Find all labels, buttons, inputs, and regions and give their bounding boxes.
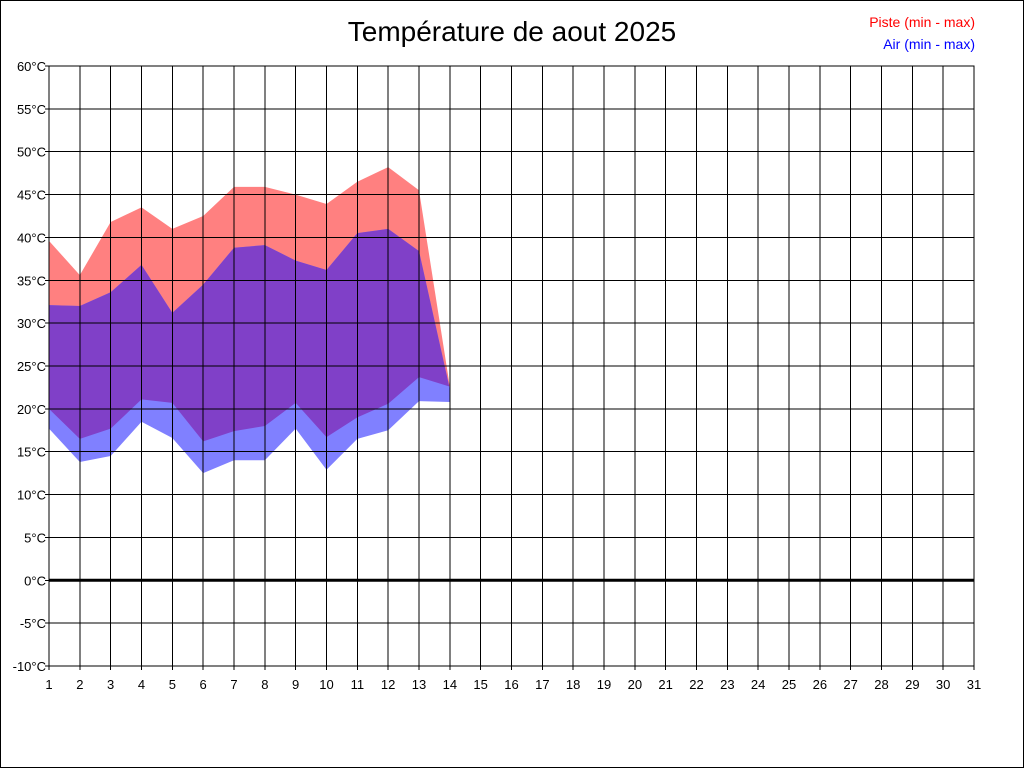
legend-entry-piste: Piste (min - max) (869, 14, 975, 30)
y-tick-label: 0°C (24, 573, 46, 588)
x-tick-label: 13 (412, 677, 426, 692)
x-tick-label: 11 (351, 677, 365, 692)
y-tick-label: 15°C (17, 445, 46, 460)
x-tick-label: 27 (843, 677, 857, 692)
x-tick-label: 22 (689, 677, 703, 692)
x-tick-label: 4 (138, 677, 145, 692)
x-tick-label: 7 (230, 677, 237, 692)
x-tick-label: 31 (967, 677, 981, 692)
x-tick-label: 2 (76, 677, 83, 692)
x-tick-label: 17 (535, 677, 549, 692)
y-tick-label: 30°C (17, 316, 46, 331)
x-tick-label: 30 (936, 677, 950, 692)
x-tick-label: 9 (292, 677, 299, 692)
y-tick-label: -5°C (20, 616, 46, 631)
x-tick-label: 19 (597, 677, 611, 692)
y-tick-label: 55°C (17, 102, 46, 117)
x-tick-label: 26 (813, 677, 827, 692)
x-tick-label: 25 (782, 677, 796, 692)
y-tick-label: 60°C (17, 59, 46, 74)
x-tick-label: 20 (628, 677, 642, 692)
x-tick-label: 15 (473, 677, 487, 692)
chart-title: Température de aout 2025 (347, 16, 677, 47)
y-tick-label: 35°C (17, 273, 46, 288)
y-tick-label: -10°C (13, 659, 46, 674)
x-tick-label: 28 (874, 677, 888, 692)
x-tick-label: 3 (107, 677, 114, 692)
x-tick-label: 8 (261, 677, 268, 692)
x-tick-label: 6 (200, 677, 207, 692)
y-tick-label: 45°C (17, 188, 46, 203)
x-tick-label: 16 (504, 677, 518, 692)
x-tick-label: 5 (169, 677, 176, 692)
x-tick-label: 10 (319, 677, 333, 692)
x-tick-label: 21 (658, 677, 672, 692)
y-tick-label: 10°C (17, 488, 46, 503)
y-tick-label: 20°C (17, 402, 46, 417)
x-tick-label: 23 (720, 677, 734, 692)
y-tick-label: 25°C (17, 359, 46, 374)
legend-entry-air: Air (min - max) (883, 36, 975, 52)
x-tick-label: 29 (905, 677, 919, 692)
x-tick-label: 12 (381, 677, 395, 692)
y-tick-label: 50°C (17, 145, 46, 160)
x-tick-label: 18 (566, 677, 580, 692)
x-tick-label: 1 (45, 677, 52, 692)
x-tick-label: 24 (751, 677, 765, 692)
y-tick-label: 40°C (17, 230, 46, 245)
x-tick-label: 14 (443, 677, 457, 692)
y-tick-label: 5°C (24, 530, 46, 545)
